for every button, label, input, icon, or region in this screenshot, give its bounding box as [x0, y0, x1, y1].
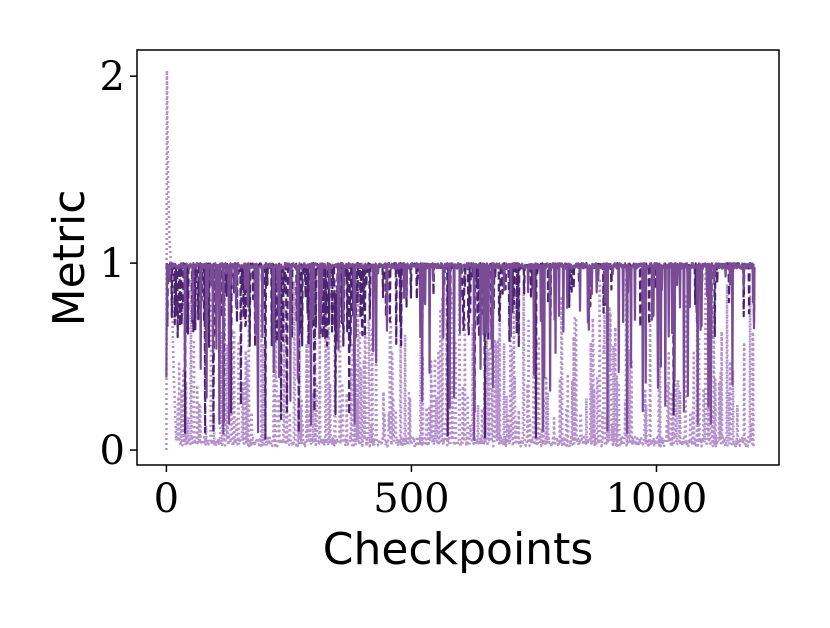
- y-axis-label: Metric: [44, 190, 95, 327]
- x-tick-label: 0: [154, 476, 179, 522]
- plot-frame: [136, 49, 780, 466]
- y-tick-label: 2: [100, 54, 125, 100]
- y-axis-ticks: 0 1 2: [100, 54, 137, 474]
- x-tick-label: 500: [373, 476, 449, 522]
- series-line-solid: [165, 262, 756, 441]
- y-tick-label: 0: [100, 428, 125, 474]
- x-tick-label: 1000: [606, 476, 708, 522]
- x-axis-label: Checkpoints: [323, 524, 594, 575]
- y-tick-label: 1: [100, 241, 125, 287]
- x-axis-ticks: 0 500 1000: [154, 465, 708, 522]
- series-layer: [165, 69, 756, 451]
